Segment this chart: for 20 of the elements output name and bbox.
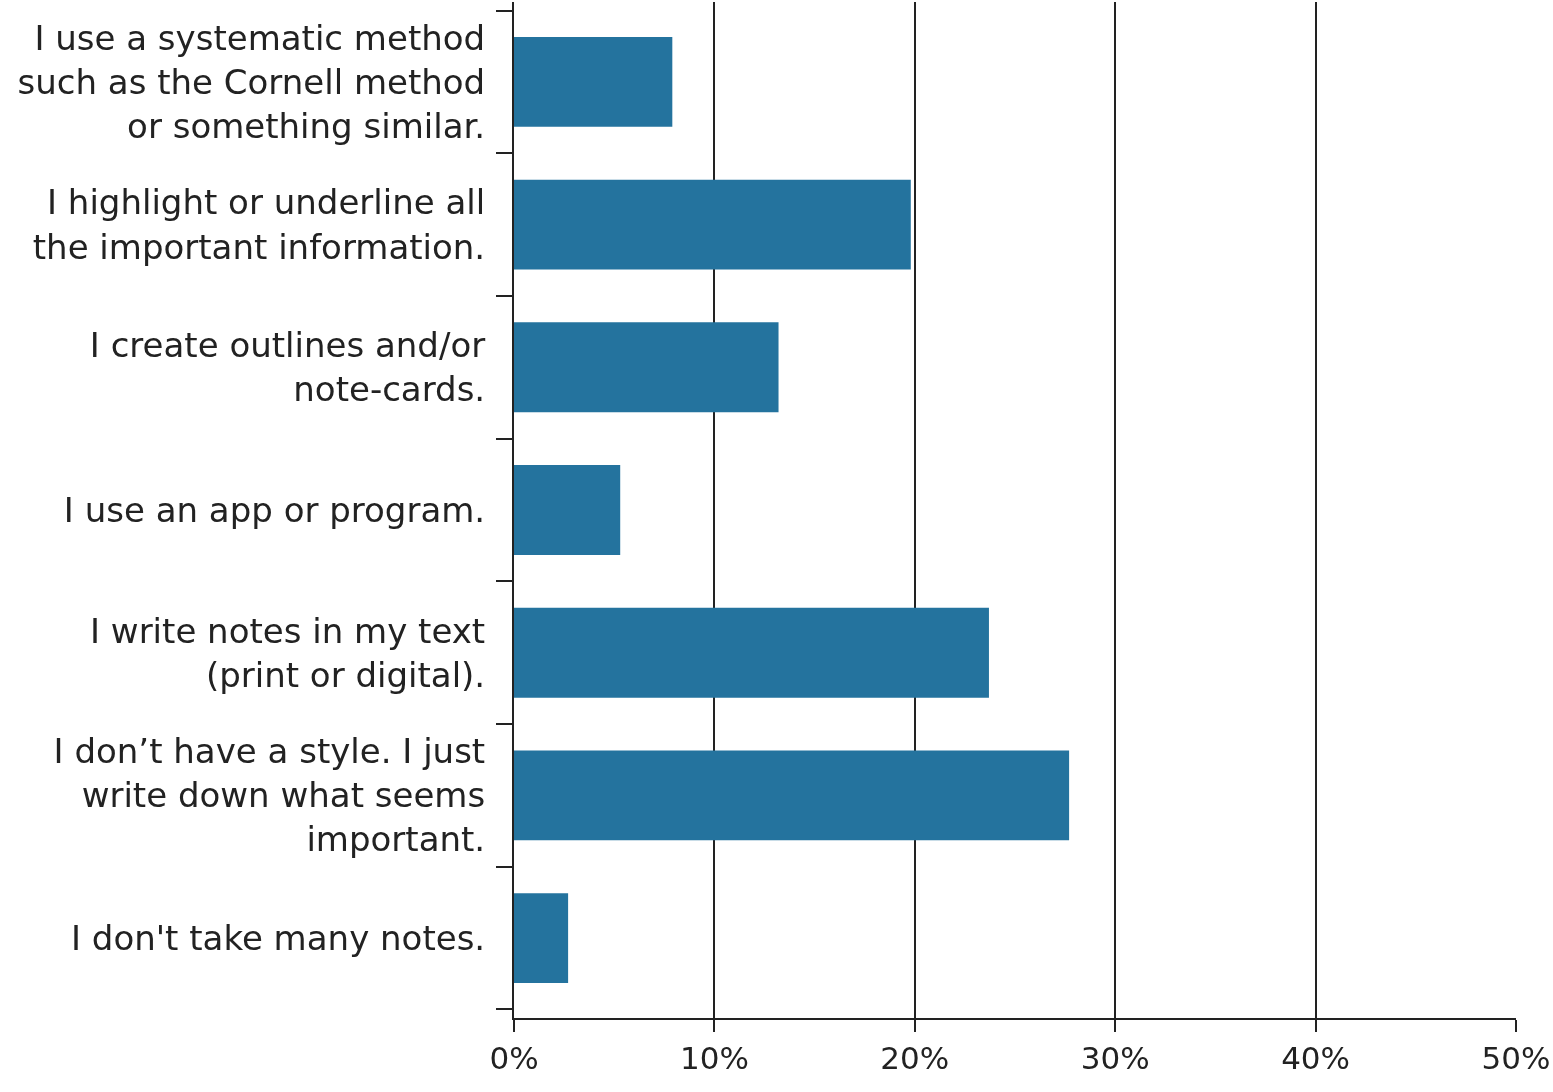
bar — [514, 179, 911, 270]
x-tick-label: 50% — [1481, 1040, 1551, 1077]
bar — [514, 322, 779, 413]
y-tick-label: I don't take many notes. — [71, 917, 486, 958]
y-tick-label: I create outlines and/or note-cards. — [89, 325, 486, 410]
x-tick-label: 30% — [1080, 1040, 1150, 1077]
bar — [514, 465, 621, 555]
bar — [514, 893, 569, 984]
bar — [514, 36, 673, 127]
bar — [514, 607, 989, 698]
y-tick-label: I don’t have a style. I just write down what seems important. — [53, 731, 486, 860]
x-tick-label: 0% — [489, 1040, 539, 1077]
y-tick-label: I write notes in my text (print or digital). — [90, 610, 486, 695]
y-tick-label: I use an app or program. — [63, 489, 486, 530]
y-tick-label: I highlight or underline all the important information. — [32, 182, 486, 267]
bar — [514, 750, 1070, 841]
x-tick-label: 20% — [880, 1040, 950, 1077]
x-tick-label: 40% — [1281, 1040, 1351, 1077]
x-tick-label: 10% — [679, 1040, 749, 1077]
y-tick-label: I use a systematic method such as the Cornell method or something similar. — [17, 17, 486, 147]
